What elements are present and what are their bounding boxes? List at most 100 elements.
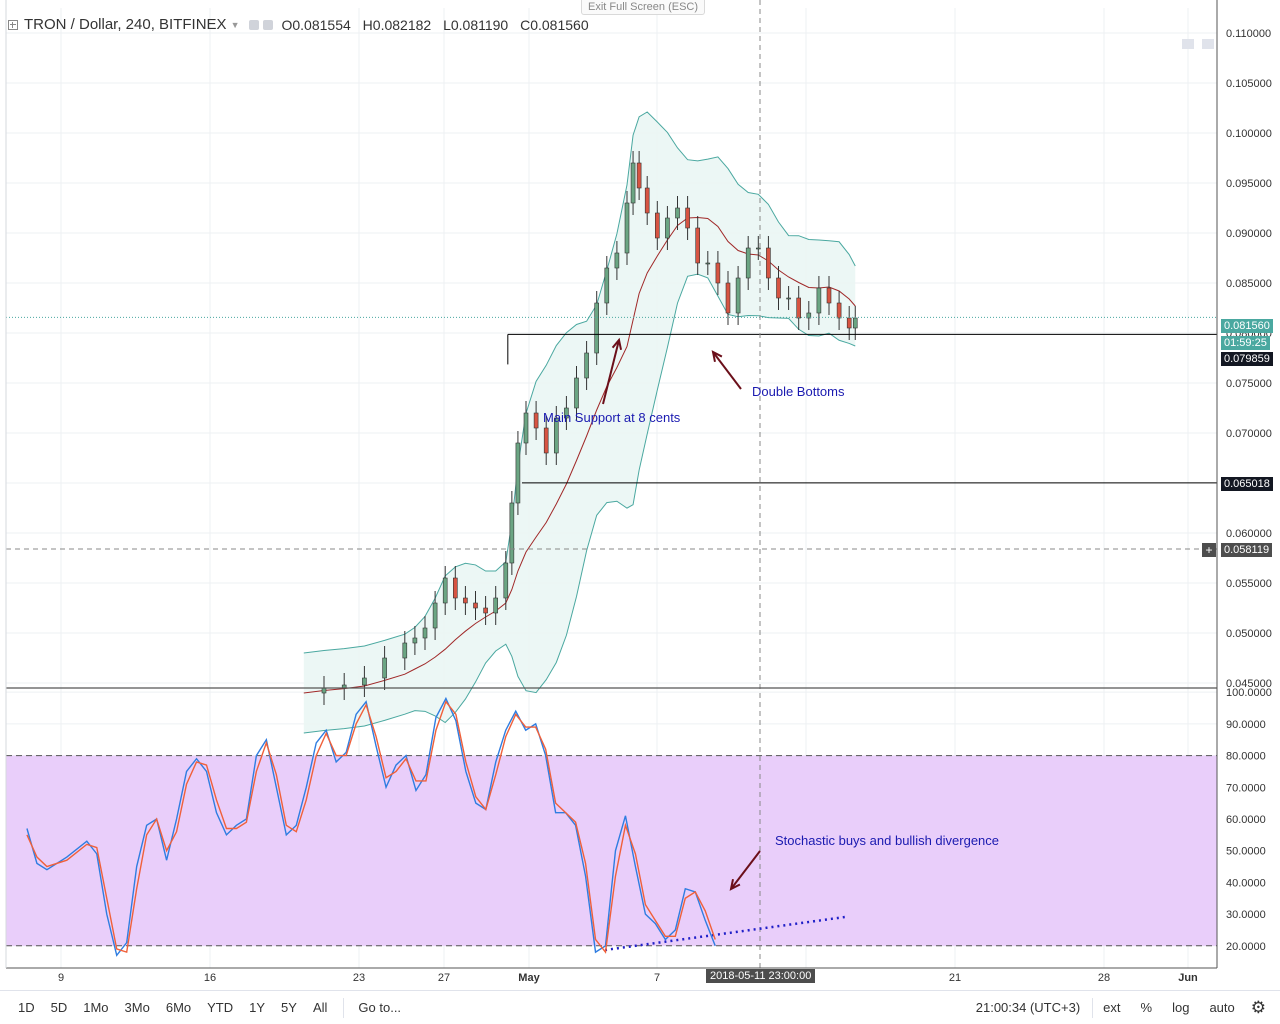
goto-button[interactable]: Go to... <box>358 1000 402 1015</box>
bottom-toolbar: 1D 5D 1Mo 3Mo 6Mo YTD 1Y 5Y All Go to...… <box>0 990 1280 1024</box>
open-value: O0.081554 <box>281 16 351 33</box>
countdown-tag: 01:59:25 <box>1221 336 1270 350</box>
price-tick-label: 0.110000 <box>1226 28 1271 40</box>
candle-body <box>705 262 711 265</box>
candle-body <box>382 657 387 679</box>
candle <box>382 646 387 690</box>
candle-body <box>725 282 731 314</box>
timeframe-all[interactable]: All <box>312 1000 328 1015</box>
candle <box>695 216 701 275</box>
candle-body <box>735 277 741 314</box>
symbol-title[interactable]: TRON / Dollar, 240, BITFINEX <box>24 16 227 33</box>
eye-icon[interactable] <box>249 19 260 30</box>
auto-toggle[interactable]: auto <box>1209 1000 1235 1015</box>
move-up-icon[interactable] <box>1182 39 1194 49</box>
chevron-down-icon[interactable]: ▼ <box>230 19 240 30</box>
candle <box>766 236 771 290</box>
candle <box>574 366 579 420</box>
log-toggle[interactable]: log <box>1172 1000 1190 1015</box>
candle-body <box>636 162 642 189</box>
timeframe-6mo[interactable]: 6Mo <box>165 1000 192 1015</box>
candle <box>796 286 802 330</box>
time-tick-label: 9 <box>58 972 64 984</box>
move-down-icon[interactable] <box>1202 39 1215 49</box>
timeframe-3mo[interactable]: 3Mo <box>124 1000 150 1015</box>
stochastic-arrow <box>730 850 761 890</box>
candle <box>836 291 842 330</box>
crosshair-price-tag: 0.058119 <box>1221 543 1273 557</box>
candle <box>654 201 660 250</box>
candle <box>515 431 521 515</box>
candle <box>509 491 515 575</box>
price-tick-label: 0.090000 <box>1226 228 1272 240</box>
candle-body <box>604 267 610 304</box>
stoch-tick-label: 60.0000 <box>1226 814 1266 826</box>
candle-body <box>786 297 791 300</box>
candle-body <box>594 302 600 354</box>
candle-body <box>543 427 549 454</box>
candle-body <box>654 212 660 239</box>
price-tick-label: 0.105000 <box>1226 78 1272 90</box>
settings-icon[interactable] <box>263 19 274 30</box>
chart-legend: TRON / Dollar, 240, BITFINEX ▼ O0.081554… <box>8 16 597 33</box>
high-value: H0.082182 <box>362 16 432 33</box>
candle-body <box>644 187 650 214</box>
exit-fullscreen-button[interactable]: Exit Full Screen (ESC) <box>581 0 706 15</box>
candle-body <box>321 687 327 694</box>
candle <box>422 616 428 650</box>
candle <box>624 191 630 265</box>
expand-icon[interactable] <box>8 19 18 30</box>
timeframe-1y[interactable]: 1Y <box>249 1000 266 1015</box>
clock[interactable]: 21:00:34 (UTC+3) <box>975 1000 1081 1015</box>
timeframe-5y[interactable]: 5Y <box>281 1000 297 1015</box>
candle-body <box>755 247 761 250</box>
price-tick-label: 0.100000 <box>1226 128 1272 140</box>
candle-body <box>685 207 690 229</box>
stochastic-band-fill <box>6 755 1217 946</box>
time-tick-label: May <box>518 972 540 984</box>
candle-body <box>745 247 751 279</box>
candle-body <box>796 297 802 319</box>
timeframe-5d[interactable]: 5D <box>50 1000 68 1015</box>
candle <box>644 176 650 225</box>
price-tick-label: 0.045000 <box>1226 678 1272 690</box>
candle <box>665 206 670 250</box>
low-value: L0.081190 <box>443 16 509 33</box>
stochastic-lines <box>26 696 716 957</box>
candle-body <box>584 352 589 379</box>
timeframe-1mo[interactable]: 1Mo <box>83 1000 109 1015</box>
percent-toggle[interactable]: % <box>1140 1000 1153 1015</box>
candle-body <box>452 577 458 599</box>
candle-body <box>624 202 630 254</box>
axes: 0.110000 0.105000 0.100000 0.095000 0.090000… <box>5 0 1272 984</box>
add-alert-icon[interactable]: + <box>1202 543 1216 557</box>
candle-body <box>574 377 579 409</box>
candle-body <box>432 602 438 629</box>
ext-toggle[interactable]: ext <box>1103 1000 1121 1015</box>
pane-controls <box>1182 36 1215 54</box>
candle <box>483 596 488 625</box>
candle <box>614 241 620 280</box>
price-tick-label: 0.095000 <box>1226 178 1272 190</box>
candle-body <box>515 442 521 504</box>
candle-body <box>630 162 636 204</box>
candle <box>786 286 791 310</box>
stoch-tick-label: 30.0000 <box>1226 909 1266 921</box>
stoch-tick-label: 90.0000 <box>1226 719 1266 731</box>
gear-icon[interactable]: ⚙ <box>1250 997 1266 1017</box>
candle <box>816 276 822 325</box>
candle <box>725 271 731 325</box>
candle-body <box>509 502 515 564</box>
chart-canvas[interactable]: 0.110000 0.105000 0.100000 0.095000 0.090000… <box>0 0 1280 990</box>
candle-body <box>473 602 478 609</box>
stoch-tick-label: 50.0000 <box>1226 846 1266 858</box>
toolbar-right: 21:00:34 (UTC+3) ext % log auto ⚙ <box>964 997 1280 1018</box>
timeframe-1d[interactable]: 1D <box>18 1000 35 1015</box>
candle <box>473 591 478 620</box>
support-arrow-head <box>611 337 623 350</box>
timeframe-ytd[interactable]: YTD <box>207 1000 234 1015</box>
double-bottom-arrow-head <box>711 350 723 363</box>
candle-body <box>806 312 812 319</box>
divergence-line <box>604 915 846 952</box>
stoch-tick-label: 100.0000 <box>1226 687 1272 699</box>
